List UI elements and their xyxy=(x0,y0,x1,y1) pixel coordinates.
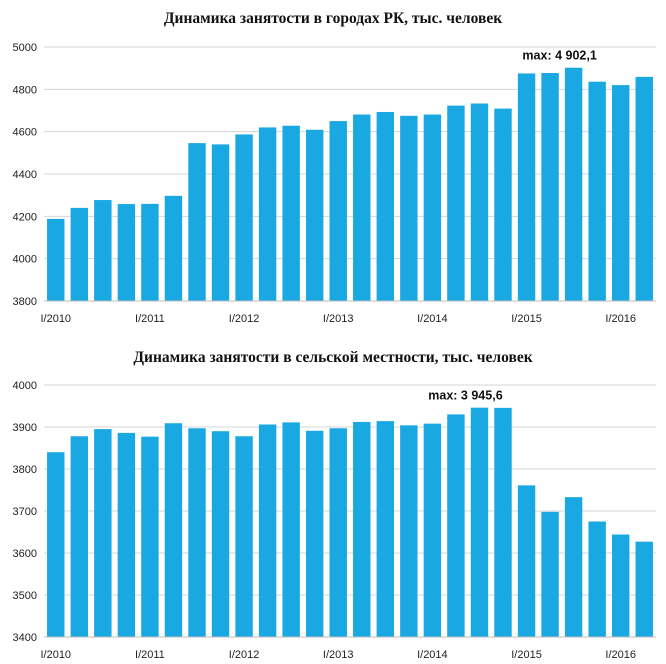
bar xyxy=(282,125,300,302)
bar xyxy=(70,207,89,301)
urban-plot-area: 3800 4000 4200 4400 4600 4800 5000 I/2010 I/2011… xyxy=(13,42,656,325)
bar xyxy=(470,103,489,301)
bar xyxy=(47,218,65,301)
bar xyxy=(494,108,512,301)
x-tick-label: I/2012 xyxy=(229,313,260,325)
bar xyxy=(588,81,606,301)
y-tick-label: 4200 xyxy=(13,211,37,223)
bar xyxy=(94,200,112,301)
bar xyxy=(541,511,559,637)
bar xyxy=(494,407,512,637)
bar xyxy=(517,485,536,637)
x-tick-label: I/2016 xyxy=(605,649,636,661)
bar xyxy=(400,115,418,302)
bar xyxy=(305,430,324,637)
bar xyxy=(564,67,583,301)
x-tick-label: I/2012 xyxy=(229,649,260,661)
y-tick-label: 4400 xyxy=(13,169,37,181)
urban-employment-chart: Динамика занятости в городах РК, тыс. че… xyxy=(13,10,656,325)
rural-employment-chart: Динамика занятости в сельской местности,… xyxy=(0,332,666,664)
bar xyxy=(188,143,206,301)
y-tick-label: 4000 xyxy=(13,380,37,392)
bar xyxy=(141,436,159,637)
x-tick-label: I/2014 xyxy=(417,313,448,325)
y-tick-label: 4800 xyxy=(13,84,37,96)
bar xyxy=(258,127,277,301)
bar xyxy=(329,121,347,301)
bar xyxy=(211,144,230,301)
bar xyxy=(305,129,324,301)
bar xyxy=(635,541,653,637)
bar xyxy=(376,421,395,637)
x-tick-label: I/2014 xyxy=(417,649,448,661)
bar xyxy=(211,431,230,637)
y-tick-label: 3400 xyxy=(13,632,37,644)
max-annotation: max: 3 945,6 xyxy=(428,389,502,403)
bar xyxy=(423,114,442,301)
x-tick-label: I/2015 xyxy=(511,313,542,325)
y-tick-label: 3800 xyxy=(13,296,37,308)
x-tick-label: I/2010 xyxy=(40,649,71,661)
bar xyxy=(164,195,183,301)
rural-plot-area: 3400 3500 3600 3700 3800 3900 4000 I/2010 I/2011… xyxy=(13,380,656,661)
bar xyxy=(235,436,253,637)
bar xyxy=(164,423,183,637)
bar xyxy=(282,422,300,637)
x-tick-label: I/2016 xyxy=(605,313,636,325)
bar xyxy=(564,497,583,637)
y-tick-label: 5000 xyxy=(13,42,37,54)
bar xyxy=(611,534,630,637)
bar xyxy=(353,114,371,301)
bar xyxy=(470,407,489,637)
bar xyxy=(141,203,159,301)
y-tick-label: 3700 xyxy=(13,506,37,518)
bar xyxy=(70,436,89,637)
bar xyxy=(635,76,653,301)
bar xyxy=(188,428,206,637)
bar xyxy=(94,429,112,637)
bar xyxy=(400,425,418,637)
bar xyxy=(117,204,136,301)
bar xyxy=(353,421,371,637)
bar xyxy=(588,521,606,637)
bar xyxy=(47,452,65,637)
chart-title: Динамика занятости в сельской местности,… xyxy=(133,349,533,366)
y-tick-label: 3500 xyxy=(13,590,37,602)
bar xyxy=(447,414,465,637)
bar xyxy=(611,85,630,301)
x-tick-label: I/2010 xyxy=(40,313,71,325)
bar xyxy=(423,423,442,637)
bar xyxy=(541,73,559,301)
y-tick-label: 4600 xyxy=(13,127,37,139)
y-tick-label: 3600 xyxy=(13,548,37,560)
x-tick-label: I/2015 xyxy=(511,649,542,661)
y-tick-label: 4000 xyxy=(13,254,37,266)
bar xyxy=(258,424,277,637)
bar xyxy=(447,105,465,301)
y-tick-label: 3900 xyxy=(13,422,37,434)
bar xyxy=(117,432,136,637)
bar xyxy=(235,134,253,301)
x-tick-label: I/2011 xyxy=(135,649,165,661)
y-tick-label: 3800 xyxy=(13,464,37,476)
x-tick-label: I/2013 xyxy=(323,313,354,325)
bar xyxy=(376,111,395,302)
chart-title: Динамика занятости в городах РК, тыс. че… xyxy=(163,10,503,27)
x-tick-label: I/2013 xyxy=(323,649,354,661)
bar xyxy=(329,428,347,637)
bar xyxy=(517,73,536,301)
max-annotation: max: 4 902,1 xyxy=(522,49,596,63)
x-tick-label: I/2011 xyxy=(135,313,165,325)
